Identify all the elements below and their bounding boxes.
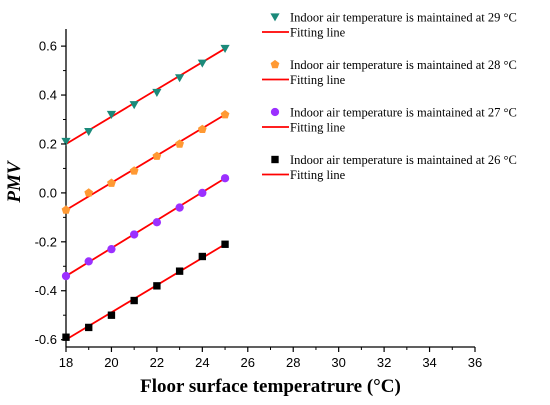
data-point [62,333,70,341]
data-point [84,257,93,266]
x-tick-label: 30 [331,355,345,370]
data-point [220,44,230,53]
data-point [84,188,94,197]
data-point [107,178,116,187]
legend-label: Indoor air temperature is maintained at … [290,106,517,120]
legend-fit-label: Fitting line [290,26,346,40]
data-point [130,296,138,305]
y-tick-label: -0.6 [35,332,57,347]
data-point [198,188,207,198]
data-point [175,139,184,148]
x-tick-label: 22 [150,355,164,370]
data-point [152,218,162,227]
y-tick-label: -0.2 [35,234,57,249]
legend-marker [270,13,280,22]
data-point [197,59,207,68]
y-tick-label: 0.6 [39,39,57,54]
data-point [198,252,207,261]
x-tick-label: 26 [241,355,255,370]
y-tick-label: -0.4 [35,283,57,298]
data-point [175,74,185,83]
x-tick-label: 24 [195,355,209,370]
data-point [84,128,94,137]
x-axis-ticks: 18 20 22 24 26 28 30 32 34 36 [59,347,482,370]
data-point [197,124,207,134]
x-tick-label: 28 [286,355,300,370]
data-point [107,311,116,319]
x-tick-label: 20 [104,355,118,370]
data-point [221,240,229,248]
x-tick-label: 36 [468,355,482,370]
data-point [152,151,162,160]
data-point [220,174,230,183]
legend-marker [270,59,280,69]
fitting-line [65,113,226,211]
y-axis-ticks: -0.6 -0.4 -0.2 0.0 0.2 0.4 0.6 [35,39,66,347]
x-tick-label: 18 [59,355,73,370]
data-point [153,282,161,290]
legend-fit-label: Fitting line [290,73,346,87]
data-point [129,166,139,175]
data-point [106,110,117,119]
y-tick-label: 0.4 [39,88,57,103]
data-point [152,88,162,97]
data-points [61,44,230,341]
data-point [85,323,93,332]
legend-marker [270,107,280,117]
legend: Indoor air temperature is maintained at … [262,11,517,182]
data-point [220,110,230,119]
data-point [107,245,116,254]
data-point [175,267,184,275]
legend-marker [271,155,279,164]
data-point [130,230,139,239]
data-point [61,205,71,214]
x-tick-label: 32 [377,355,391,370]
legend-fit-label: Fitting line [290,168,346,182]
data-point [175,203,184,212]
y-tick-label: 0.0 [39,185,57,200]
y-axis-title: PMV [4,160,25,204]
plot-frame [65,29,475,348]
x-tick-label: 34 [422,355,436,370]
data-point [61,137,71,146]
y-tick-label: 0.2 [39,136,57,151]
legend-label: Indoor air temperature is maintained at … [290,153,517,167]
data-point [129,101,139,110]
data-point [61,271,71,281]
fitting-line [65,243,226,341]
x-axis-title: Floor surface temperatrure (°C) [140,376,401,397]
legend-fit-label: Fitting line [290,121,346,135]
legend-label: Indoor air temperature is maintained at … [290,11,517,25]
legend-label: Indoor air temperature is maintained at … [290,58,517,72]
